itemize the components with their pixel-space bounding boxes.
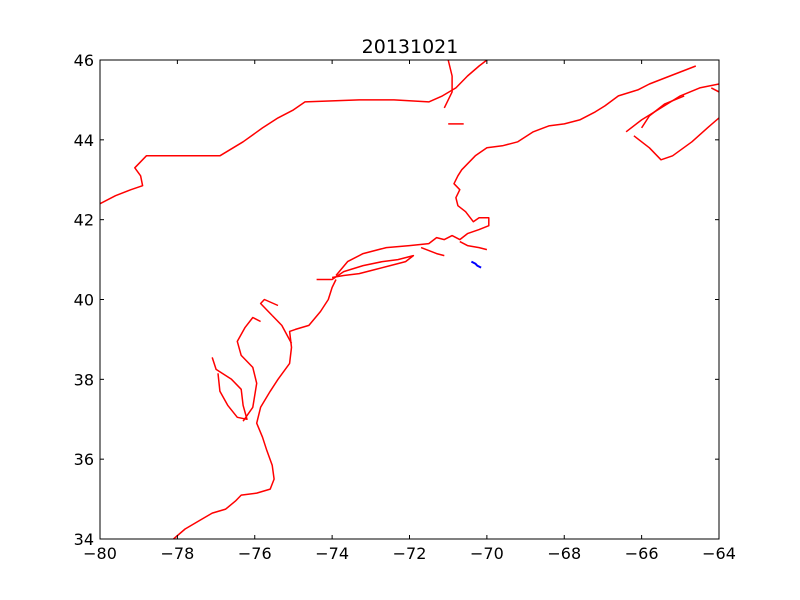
y-tick-label: 34 [74,530,94,549]
x-axis: −80 −78 −76 −74 −72 −70 −68 −66 −64 [83,60,736,563]
coastline-segment-15 [710,87,719,93]
coastline-segment-1 [443,60,453,109]
x-tick-label: −72 [393,544,427,563]
coastline-segment-3 [173,279,337,539]
x-tick-label: −80 [83,544,117,563]
coastline-segment-11 [420,246,445,257]
y-tick-label: 42 [74,211,94,230]
coastline-segment-9 [335,65,697,276]
plot-area [100,60,719,539]
coastline-segment-5 [236,316,261,422]
x-tick-label: −66 [625,544,659,563]
coastline-segment-14 [640,95,685,129]
coastline-segment-0 [100,60,488,205]
coastline-segment-4 [211,357,248,421]
track-line-0 [470,260,482,269]
y-axis: 34 36 38 40 42 44 46 [74,51,719,549]
coastline-segment-7 [259,298,279,317]
x-tick-label: −64 [702,544,736,563]
coastline-segment-10 [459,240,488,251]
x-tick-label: −68 [547,544,581,563]
y-tick-label: 44 [74,131,94,150]
y-tick-label: 46 [74,51,94,70]
coastline-segment-8 [316,254,415,281]
x-tick-label: −78 [160,544,194,563]
x-tick-label: −76 [238,544,272,563]
x-tick-label: −70 [470,544,504,563]
chart-title: 20131021 [362,36,459,58]
coastline-segment-6 [271,314,293,344]
coastline-segment-13 [633,117,719,161]
y-tick-label: 40 [74,291,94,310]
y-tick-label: 38 [74,370,94,389]
x-tick-label: −74 [315,544,349,563]
y-tick-label: 36 [74,450,94,469]
